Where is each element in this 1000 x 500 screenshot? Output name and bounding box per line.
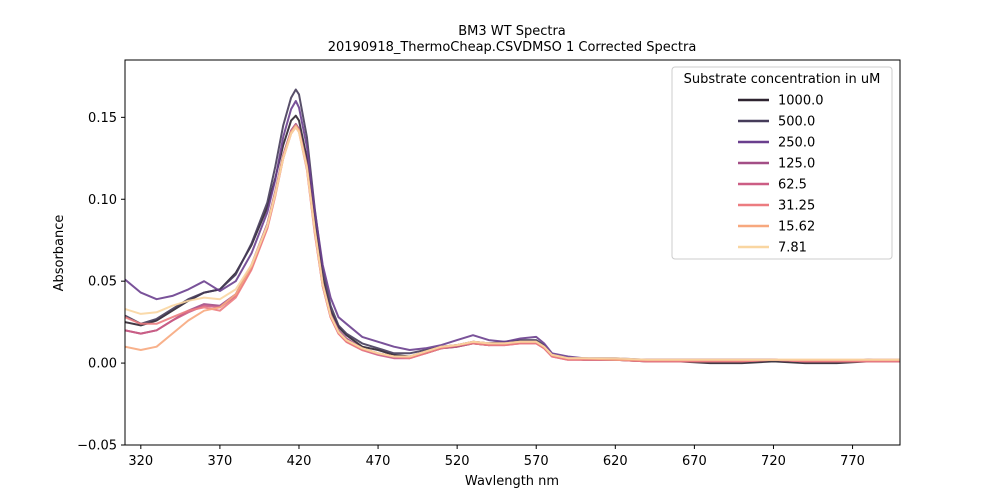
x-tick-label: 620 [603, 454, 628, 469]
legend-box [671, 66, 893, 260]
y-tick-label: −0.05 [77, 439, 117, 454]
series-line-7 [125, 126, 900, 361]
y-ticks: −0.05 0.00 0.05 0.10 0.15 [77, 111, 125, 454]
x-ticks: 320 370 420 470 520 570 620 670 720 770 [128, 445, 865, 469]
x-tick-label: 520 [445, 454, 470, 469]
x-axis-label: Wavlength nm [465, 474, 559, 489]
legend-label-0: 1000.0 [778, 94, 824, 109]
legend-label-1: 500.0 [778, 115, 815, 130]
x-tick-label: 370 [207, 454, 232, 469]
y-tick-label: 0.05 [88, 275, 117, 290]
x-tick-label: 670 [682, 454, 707, 469]
y-tick-label: 0.10 [88, 193, 117, 208]
chart-title: BM3 WT Spectra [458, 24, 566, 39]
legend-label-3: 125.0 [778, 157, 815, 172]
y-tick-label: 0.00 [88, 357, 117, 372]
series-layer [125, 88, 900, 365]
legend-label-4: 62.5 [778, 178, 807, 193]
legend-label-7: 7.81 [778, 241, 807, 256]
x-tick-label: 570 [524, 454, 549, 469]
plot-frame [124, 59, 901, 446]
legend-label-6: 15.62 [778, 220, 815, 235]
legend-items: 1000.0 500.0 250.0 125.0 62.5 31.25 15.62 7.81 [738, 94, 824, 256]
legend-label-2: 250.0 [778, 136, 815, 151]
legend: Substrate concentration in uM 1000.0 500.… [671, 66, 893, 260]
y-tick-label: 0.15 [88, 111, 117, 126]
legend-title: Substrate concentration in uM [684, 72, 881, 87]
legend-label-5: 31.25 [778, 199, 815, 214]
x-tick-label: 720 [761, 454, 786, 469]
x-tick-label: 420 [287, 454, 312, 469]
y-axis-label: Absorbance [52, 215, 67, 292]
chart-subtitle: 20190918_ThermoCheap.CSVDMSO 1 Corrected… [328, 40, 697, 55]
x-tick-label: 470 [366, 454, 391, 469]
x-tick-label: 770 [840, 454, 865, 469]
x-tick-label: 320 [128, 454, 153, 469]
